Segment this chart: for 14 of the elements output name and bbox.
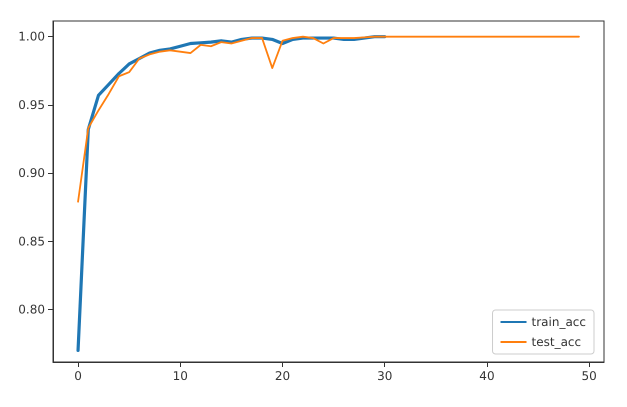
legend-label: test_acc	[532, 335, 582, 349]
y-tick-label: 0.95	[18, 98, 45, 112]
legend-label: train_acc	[532, 315, 586, 329]
x-tick-label: 30	[377, 369, 392, 383]
y-tick-label: 0.85	[18, 234, 45, 248]
y-tick-label: 0.90	[18, 166, 45, 180]
line-series	[77, 36, 580, 203]
y-tick-label: 0.80	[18, 302, 45, 316]
y-tick-label: 1.00	[18, 30, 45, 44]
x-tick-label: 40	[479, 369, 495, 383]
x-tick-label: 20	[274, 369, 290, 383]
x-tick-label: 10	[172, 369, 188, 383]
x-tick-label: 50	[582, 369, 597, 383]
x-tick-label: 0	[74, 369, 82, 383]
